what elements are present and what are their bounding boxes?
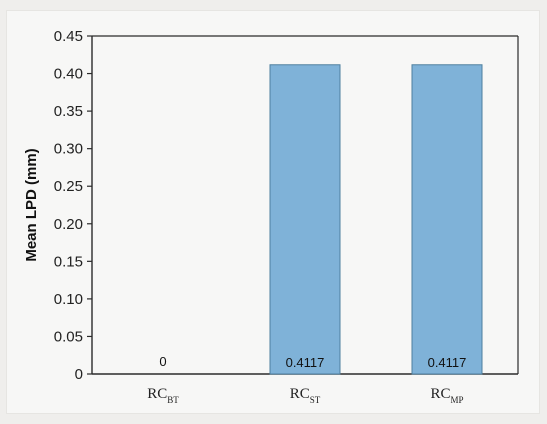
bar-data-label: 0 — [159, 354, 166, 369]
y-tick-label: 0.45 — [54, 28, 83, 45]
y-tick-label: 0.25 — [54, 178, 83, 195]
category-subscript: BT — [167, 395, 179, 405]
category-subscript: MP — [451, 395, 464, 405]
category-subscript: ST — [310, 395, 321, 405]
y-tick-label: 0.20 — [54, 216, 83, 233]
category-base: RC — [430, 386, 450, 402]
x-category-label: RCBT — [147, 386, 179, 405]
category-base: RC — [147, 386, 167, 402]
y-ticks: 0 0.05 0.10 0.15 0.20 0.25 0.30 0.35 0.40 0.45 — [54, 28, 92, 383]
data-labels: 0 0.4117 0.4117 — [159, 354, 466, 370]
y-axis-label: Mean LPD (mm) — [23, 148, 40, 261]
bar-data-label: 0.4117 — [428, 355, 467, 370]
y-tick-label: 0.05 — [54, 328, 83, 345]
bar — [269, 64, 341, 375]
category-base: RC — [290, 386, 310, 402]
bars — [269, 64, 483, 375]
y-tick-label: 0 — [75, 366, 83, 383]
bar-data-label: 0.4117 — [286, 355, 325, 370]
y-tick-label: 0.35 — [54, 103, 83, 120]
y-tick-label: 0.15 — [54, 253, 83, 270]
x-category-label: RCST — [290, 386, 321, 405]
y-tick-label: 0.30 — [54, 141, 83, 158]
x-category-labels: RCBT RCST RCMP — [147, 386, 463, 405]
bar — [411, 64, 483, 375]
y-tick-label: 0.10 — [54, 291, 83, 308]
y-tick-label: 0.40 — [54, 66, 83, 83]
x-category-label: RCMP — [430, 386, 463, 405]
